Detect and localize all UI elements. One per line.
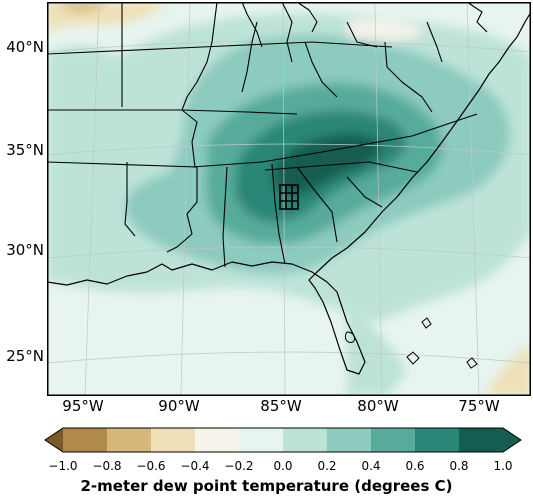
colorbar-segment [107, 428, 152, 452]
lat-label-25n: 25°N [6, 347, 44, 365]
colorbar-segment [327, 428, 372, 452]
colorbar-tick: 0.6 [405, 459, 425, 473]
colorbar-tick: 0.2 [317, 459, 337, 473]
colorbar-extend-max [503, 428, 521, 452]
colorbar-segment [459, 428, 503, 452]
colorbar-segment [283, 428, 328, 452]
lon-label-95w: 95°W [62, 397, 104, 415]
colorbar-segment [151, 428, 196, 452]
contour-neg-bottomright [487, 342, 531, 396]
colorbar-tick: −0.6 [136, 459, 166, 473]
colorbar-segments [44, 427, 522, 453]
colorbar-segment [63, 428, 108, 452]
graticule [47, 2, 531, 396]
grid-square-marker [279, 184, 299, 210]
lon-label-80w: 80°W [357, 397, 399, 415]
lat-label-35n: 35°N [6, 141, 44, 159]
lat-label-40n: 40°N [6, 38, 44, 56]
colorbar-title: 2-meter dew point temperature (degrees C… [80, 477, 453, 495]
colorbar-tick: −0.4 [180, 459, 210, 473]
lon-label-90w: 90°W [158, 397, 200, 415]
colorbar-tick: −1.0 [48, 459, 78, 473]
colorbar-extend-min [45, 428, 63, 452]
colorbar-segment [371, 428, 416, 452]
colorbar-tick: 1.0 [493, 459, 513, 473]
colorbar-segment [415, 428, 460, 452]
colorbar-tick: −0.2 [224, 459, 254, 473]
dew-point-map [47, 2, 531, 396]
coastline [47, 11, 531, 375]
colorbar-tick: −0.8 [92, 459, 122, 473]
colorbar-tick: 0.4 [361, 459, 381, 473]
colorbar-outline [44, 427, 522, 453]
colorbar-segment [239, 428, 284, 452]
colorbar [44, 427, 522, 453]
lon-label-85w: 85°W [260, 397, 302, 415]
colorbar-tick: 0.8 [449, 459, 469, 473]
colorbar-segment [195, 428, 240, 452]
colorbar-tick: 0.0 [273, 459, 293, 473]
lat-label-30n: 30°N [6, 241, 44, 259]
lon-label-75w: 75°W [458, 397, 500, 415]
map-frame [47, 2, 531, 396]
state-borders [47, 2, 488, 268]
